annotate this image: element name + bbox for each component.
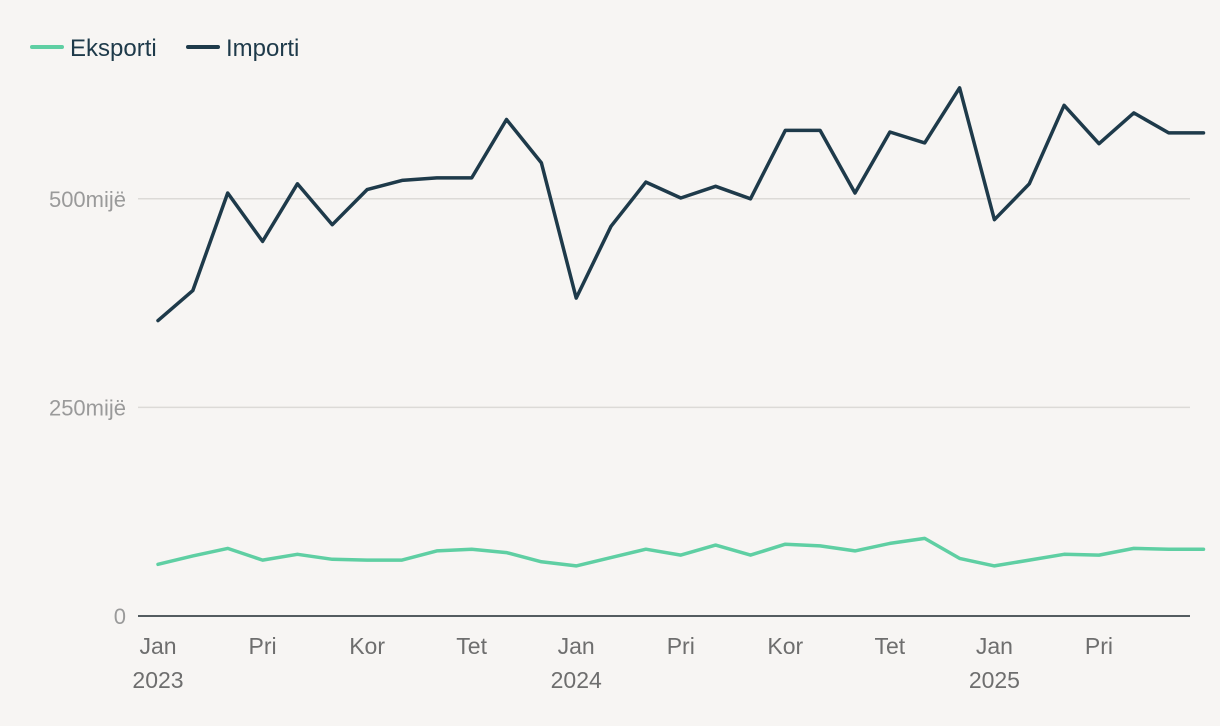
x-tick-label: Kor [767, 633, 803, 659]
legend-label-importi: Importi [226, 35, 299, 62]
y-tick-label: 250mijë [49, 395, 126, 420]
x-tick-label: Jan [139, 633, 176, 659]
legend-item-importi: Importi [186, 35, 299, 62]
x-tick-label: Pri [1085, 633, 1113, 659]
legend-label-eksporti: Eksporti [70, 35, 157, 62]
x-tick-label: Kor [349, 633, 385, 659]
x-tick-label: Jan [558, 633, 595, 659]
x-tick-label: Tet [456, 633, 487, 659]
y-axis-ticks: 0 250mijë 500mijë [49, 187, 126, 629]
x-tick-label: Tet [875, 633, 906, 659]
series-lines [156, 86, 1206, 568]
x-tick-label: Jan [976, 633, 1013, 659]
x-tick-year-label: 2024 [551, 667, 602, 693]
x-tick-label: Pri [248, 633, 276, 659]
y-tick-label: 0 [114, 604, 126, 629]
legend-item-eksporti: Eksporti [30, 35, 157, 62]
x-tick-year-label: 2023 [132, 667, 183, 693]
x-tick-year-label: 2025 [969, 667, 1020, 693]
legend: Eksporti Importi [30, 35, 299, 62]
series-line-importi [156, 86, 1206, 323]
y-tick-label: 500mijë [49, 187, 126, 212]
gridlines [138, 198, 1190, 409]
series-line-eksporti [156, 536, 1206, 568]
x-tick-label: Pri [667, 633, 695, 659]
x-axis-ticks: Jan 2023 Pri Kor Tet Jan 2024 Pri Kor Tet Jan 2025 P… [132, 633, 1113, 693]
